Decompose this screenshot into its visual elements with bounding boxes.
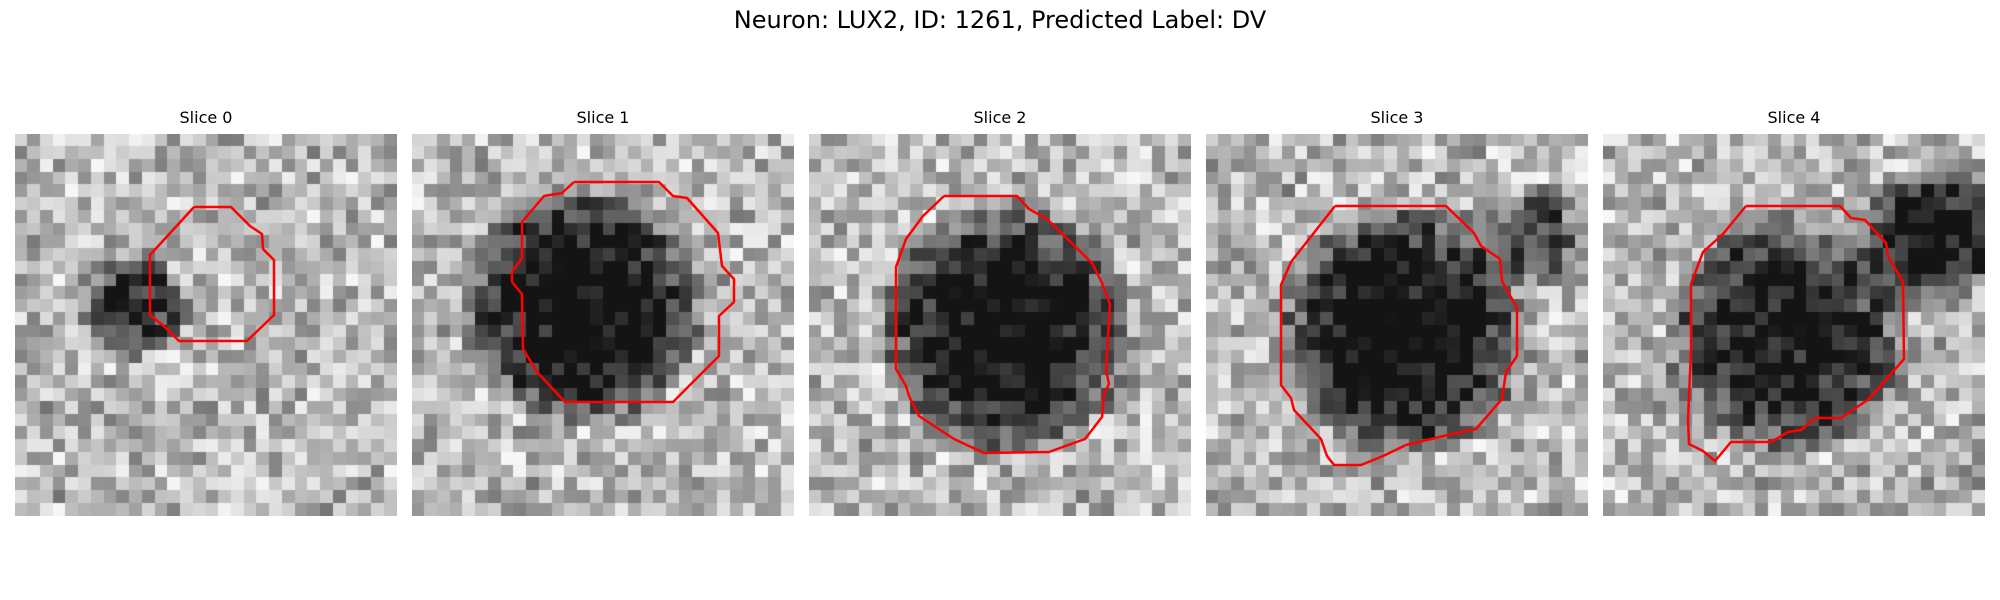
slice-panel-2: Slice 2	[809, 108, 1191, 516]
figure-title: Neuron: LUX2, ID: 1261, Predicted Label:…	[733, 6, 1267, 34]
microscopy-image	[15, 134, 397, 516]
slice-panel-1: Slice 1	[412, 108, 794, 516]
microscopy-image	[1206, 134, 1588, 516]
slice-title: Slice 3	[1370, 108, 1424, 127]
microscopy-image	[412, 134, 794, 516]
slice-title: Slice 2	[973, 108, 1027, 127]
slice-panel-3: Slice 3	[1206, 108, 1588, 516]
slice-panel-0: Slice 0	[15, 108, 397, 516]
microscopy-image	[809, 134, 1191, 516]
slice-title: Slice 1	[576, 108, 630, 127]
microscopy-image	[1603, 134, 1985, 516]
slice-panel-4: Slice 4	[1603, 108, 1985, 516]
slice-title: Slice 4	[1767, 108, 1821, 127]
slice-title: Slice 0	[179, 108, 233, 127]
